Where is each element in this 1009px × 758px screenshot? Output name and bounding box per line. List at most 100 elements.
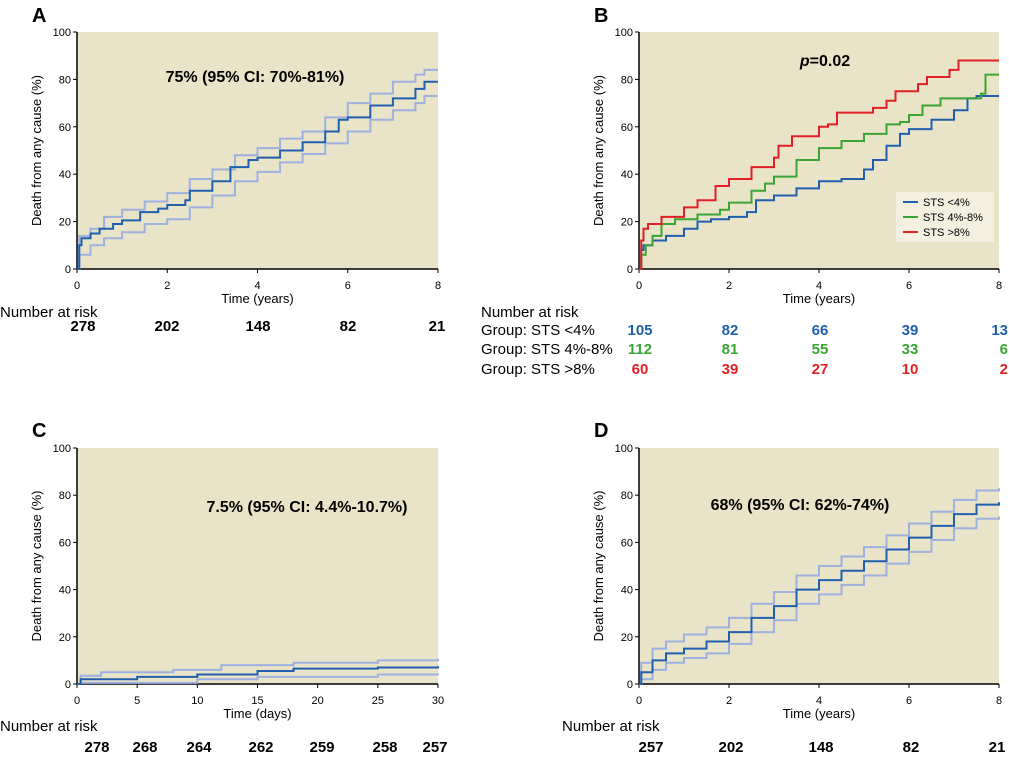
series-line-upper-ci <box>77 68 438 270</box>
risk-value: 278 <box>70 318 95 335</box>
y-tick-label: 80 <box>59 490 71 502</box>
plot-area <box>77 448 438 684</box>
annotation-text: 75% (95% CI: 70%-81%) <box>166 69 345 86</box>
x-tick-label: 8 <box>996 280 1002 292</box>
risk-table-title: Number at risk <box>0 304 98 321</box>
risk-value: 259 <box>309 739 334 756</box>
panel-c: C 0 20 40 60 80 100 0 5 10 15 20 25 30 Time (days) Deat… <box>0 420 448 756</box>
y-tick-label: 20 <box>59 217 71 229</box>
x-tick-label: 8 <box>435 280 441 292</box>
panel-letter: A <box>32 5 46 27</box>
x-tick-label: 20 <box>312 695 324 707</box>
risk-value: 202 <box>154 318 179 335</box>
risk-value: 202 <box>718 739 743 756</box>
x-tick-label: 4 <box>816 695 822 707</box>
risk-value: 278 <box>84 739 109 756</box>
y-tick-label: 0 <box>65 679 71 691</box>
y-tick-label: 60 <box>59 122 71 134</box>
y-tick-label: 40 <box>59 585 71 597</box>
y-tick-label: 40 <box>59 169 71 181</box>
y-tick-label: 100 <box>53 443 71 455</box>
risk-value: 268 <box>132 739 157 756</box>
risk-table-title: Number at risk <box>562 718 660 735</box>
y-tick-label: 100 <box>615 27 633 39</box>
panel-letter: B <box>594 5 608 27</box>
y-axis-label: Death from any cause (%) <box>591 490 606 641</box>
x-tick-label: 2 <box>726 280 732 292</box>
risk-value: 55 <box>812 341 829 358</box>
risk-value: 82 <box>903 739 920 756</box>
series-line-estimate <box>77 80 438 270</box>
risk-value: 258 <box>372 739 397 756</box>
series-line-upper-ci <box>77 658 439 685</box>
risk-row-label: Group: STS <4% <box>481 322 595 339</box>
risk-value: 10 <box>902 361 919 378</box>
y-tick-label: 60 <box>621 537 633 549</box>
y-tick-label: 80 <box>59 74 71 86</box>
y-tick-label: 100 <box>615 443 633 455</box>
risk-value: 27 <box>812 361 829 378</box>
panel-letter: D <box>594 420 608 442</box>
x-tick-label: 5 <box>134 695 140 707</box>
x-tick-label: 0 <box>636 280 642 292</box>
series-line-estimate <box>639 502 1000 685</box>
risk-value: 81 <box>722 341 739 358</box>
y-axis-label: Death from any cause (%) <box>29 490 44 641</box>
y-tick-label: 20 <box>621 217 633 229</box>
series-line-upper-ci <box>639 488 1000 685</box>
series-line-sts-4-8- <box>639 73 999 270</box>
x-tick-label: 6 <box>906 280 912 292</box>
series-line-sts-4- <box>639 94 999 270</box>
annotation-text: 68% (95% CI: 62%-74%) <box>711 497 890 514</box>
risk-value: 39 <box>722 361 739 378</box>
x-axis-label: Time (years) <box>783 291 855 306</box>
x-tick-label: 0 <box>74 280 80 292</box>
x-axis-label: Time (days) <box>223 706 291 721</box>
series-line-sts-8- <box>639 59 999 270</box>
y-tick-label: 60 <box>621 122 633 134</box>
x-tick-label: 2 <box>726 695 732 707</box>
annotation: 75% (95% CI: 70%-81%) <box>166 69 345 86</box>
x-tick-label: 0 <box>74 695 80 707</box>
y-tick-label: 80 <box>621 490 633 502</box>
annotation-italic: p <box>799 53 810 70</box>
y-axis-label: Death from any cause (%) <box>29 75 44 226</box>
y-tick-label: 20 <box>621 632 633 644</box>
x-tick-label: 4 <box>254 280 260 292</box>
annotation-text: 7.5% (95% CI: 4.4%-10.7%) <box>207 499 408 516</box>
series-line-lower-ci <box>77 94 438 270</box>
y-tick-label: 0 <box>65 264 71 276</box>
y-tick-label: 80 <box>621 74 633 86</box>
risk-value: 21 <box>989 739 1006 756</box>
risk-value: 21 <box>429 318 446 335</box>
risk-table-title: Number at risk <box>481 304 579 321</box>
risk-value: 66 <box>812 322 829 339</box>
legend-entry: STS <4% <box>923 197 970 209</box>
annotation: 68% (95% CI: 62%-74%) <box>711 497 890 514</box>
risk-value: 264 <box>186 739 212 756</box>
panel-letter: C <box>32 420 46 442</box>
panel-d: D 0 20 40 60 80 100 0 2 4 6 8 Time (years) Death from… <box>562 420 1005 756</box>
risk-value: 257 <box>422 739 447 756</box>
risk-value: 82 <box>722 322 739 339</box>
x-axis-label: Time (years) <box>221 291 293 306</box>
x-tick-label: 15 <box>251 695 263 707</box>
risk-value: 148 <box>245 318 270 335</box>
risk-value: 33 <box>902 341 919 358</box>
y-tick-label: 20 <box>59 632 71 644</box>
y-tick-label: 0 <box>627 264 633 276</box>
legend-entry: STS >8% <box>923 227 970 239</box>
risk-value: 39 <box>902 322 919 339</box>
x-tick-label: 2 <box>164 280 170 292</box>
y-tick-label: 40 <box>621 585 633 597</box>
y-tick-label: 40 <box>621 169 633 181</box>
legend-entry: STS 4%-8% <box>923 212 983 224</box>
x-tick-label: 6 <box>345 280 351 292</box>
risk-value: 257 <box>638 739 663 756</box>
annotation: p=0.02 <box>799 53 850 70</box>
panel-a: A 0 20 40 60 80 100 0 2 4 6 8 Time (years) Death from… <box>0 5 445 335</box>
risk-row-label: Group: STS >8% <box>481 361 595 378</box>
risk-value: 2 <box>1000 361 1008 378</box>
x-tick-label: 6 <box>906 695 912 707</box>
